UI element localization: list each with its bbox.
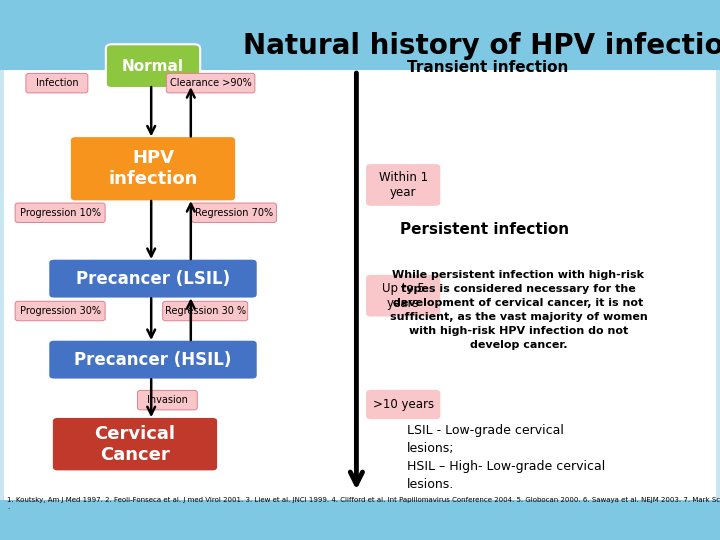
Bar bbox=[0, 500, 720, 540]
FancyBboxPatch shape bbox=[15, 203, 105, 222]
Bar bbox=[4, 70, 716, 500]
FancyBboxPatch shape bbox=[192, 203, 276, 222]
Text: Infection: Infection bbox=[35, 78, 78, 88]
Text: Progression 30%: Progression 30% bbox=[19, 306, 101, 316]
Text: HPV
infection: HPV infection bbox=[108, 150, 198, 188]
Text: Regression 30 %: Regression 30 % bbox=[165, 306, 246, 316]
FancyBboxPatch shape bbox=[163, 301, 248, 321]
Text: Normal: Normal bbox=[122, 59, 184, 73]
FancyBboxPatch shape bbox=[26, 73, 88, 93]
FancyBboxPatch shape bbox=[70, 136, 236, 201]
FancyBboxPatch shape bbox=[106, 44, 200, 88]
FancyBboxPatch shape bbox=[365, 163, 441, 207]
Text: Invasion: Invasion bbox=[147, 395, 188, 405]
Text: >10 years: >10 years bbox=[373, 398, 433, 411]
Text: Natural history of HPV infection: Natural history of HPV infection bbox=[243, 32, 720, 60]
FancyBboxPatch shape bbox=[365, 389, 441, 420]
Text: Persistent infection: Persistent infection bbox=[400, 222, 569, 237]
FancyBboxPatch shape bbox=[52, 417, 218, 471]
FancyBboxPatch shape bbox=[48, 340, 258, 380]
Bar bbox=[0, 0, 720, 70]
FancyBboxPatch shape bbox=[166, 73, 255, 93]
Text: 1. Koutsky, Am J Med 1997. 2. Feoli-Fonseca et al. J med Virol 2001. 3. Liew et : 1. Koutsky, Am J Med 1997. 2. Feoli-Fons… bbox=[7, 497, 720, 510]
FancyBboxPatch shape bbox=[48, 259, 258, 299]
Text: Within 1
year: Within 1 year bbox=[379, 171, 428, 199]
Text: Precancer (LSIL): Precancer (LSIL) bbox=[76, 269, 230, 288]
FancyBboxPatch shape bbox=[365, 274, 441, 318]
Text: LSIL - Low-grade cervical
lesions;
HSIL – High- Low-grade cervical
lesions.: LSIL - Low-grade cervical lesions; HSIL … bbox=[407, 424, 605, 491]
Text: Clearance >90%: Clearance >90% bbox=[170, 78, 251, 88]
Text: Precancer (HSIL): Precancer (HSIL) bbox=[74, 350, 232, 369]
FancyBboxPatch shape bbox=[15, 301, 105, 321]
Text: Progression 10%: Progression 10% bbox=[19, 208, 101, 218]
Text: While persistent infection with high-risk
types is considered necessary for the
: While persistent infection with high-ris… bbox=[390, 270, 647, 350]
FancyBboxPatch shape bbox=[138, 390, 197, 410]
Text: Cervical
Cancer: Cervical Cancer bbox=[94, 425, 176, 463]
Text: Regression 70%: Regression 70% bbox=[195, 208, 273, 218]
Text: Transient infection: Transient infection bbox=[407, 60, 568, 75]
Text: Up to 5
years: Up to 5 years bbox=[382, 282, 425, 309]
